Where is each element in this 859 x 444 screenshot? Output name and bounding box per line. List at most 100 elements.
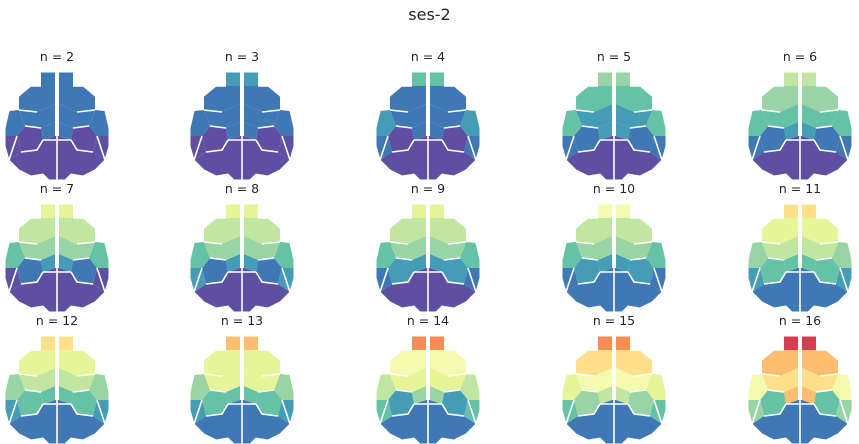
region-back	[574, 258, 654, 284]
region-ant	[598, 254, 630, 272]
region-front	[576, 350, 652, 376]
brain-map-panel: n = 8	[182, 182, 302, 313]
region-front	[19, 350, 95, 376]
brain-map-panel: n = 7	[0, 182, 117, 313]
region-front	[576, 86, 652, 112]
panel-label: n = 3	[224, 49, 260, 64]
region-olf	[226, 204, 258, 218]
region-mid	[204, 104, 280, 128]
brain-map-panel: n = 15	[554, 314, 674, 444]
region-mid	[390, 104, 466, 128]
region-olf	[412, 204, 444, 218]
region-side	[748, 242, 852, 268]
region-olf	[226, 72, 258, 86]
region-back	[17, 258, 97, 284]
region-olf	[41, 204, 73, 218]
region-olf	[784, 336, 816, 350]
brain-outline	[747, 71, 853, 181]
region-mid	[762, 368, 838, 392]
region-borders	[8, 72, 106, 180]
brain-map-panel: n = 16	[740, 314, 859, 444]
brain-map-panel: n = 10	[554, 182, 674, 313]
region-side	[190, 110, 294, 136]
region-side	[5, 242, 109, 268]
brain-map-panel: n = 13	[182, 314, 302, 444]
brain-map	[4, 203, 110, 313]
panel-label: n = 5	[596, 49, 632, 64]
region-mid	[762, 236, 838, 260]
panel-label: n = 15	[592, 313, 636, 328]
region-back	[202, 126, 282, 152]
region-borders	[751, 204, 849, 312]
brain-outline	[189, 71, 295, 181]
brain-map	[189, 71, 295, 181]
region-borders	[193, 204, 291, 312]
region-back	[202, 390, 282, 416]
region-back	[574, 390, 654, 416]
brain-map	[375, 71, 481, 181]
region-olf	[41, 72, 73, 86]
region-ant	[226, 386, 258, 404]
panel-label: n = 2	[39, 49, 75, 64]
brain-outline	[189, 203, 295, 313]
brain-map	[747, 71, 853, 181]
region-borders	[565, 204, 663, 312]
region-ant	[784, 254, 816, 272]
region-olf	[412, 336, 444, 350]
region-ant	[412, 122, 444, 140]
region-back	[760, 258, 840, 284]
brain-map	[375, 335, 481, 444]
region-ant	[784, 386, 816, 404]
panel-label: n = 16	[778, 313, 822, 328]
panel-label: n = 6	[782, 49, 818, 64]
brain-map	[747, 335, 853, 444]
brain-map	[561, 203, 667, 313]
region-front	[762, 86, 838, 112]
region-side	[190, 242, 294, 268]
brain-map-panel: n = 11	[740, 182, 859, 313]
region-front	[204, 86, 280, 112]
region-front	[19, 218, 95, 244]
panel-label: n = 9	[410, 181, 446, 196]
brain-outline	[747, 203, 853, 313]
region-side	[376, 242, 480, 268]
region-mid	[390, 236, 466, 260]
brain-map-panel: n = 9	[368, 181, 488, 313]
region-back	[388, 126, 468, 152]
region-front	[390, 350, 466, 376]
region-front	[19, 86, 95, 112]
brain-map-panel: n = 3	[182, 49, 302, 181]
brain-outline	[4, 203, 110, 313]
region-borders	[193, 72, 291, 180]
region-ant	[226, 254, 258, 272]
brain-outline	[747, 335, 853, 444]
brain-map-panel: n = 14	[368, 314, 488, 444]
region-back	[760, 126, 840, 152]
region-side	[562, 110, 666, 136]
region-front	[204, 218, 280, 244]
region-ant	[226, 122, 258, 140]
brain-map	[4, 71, 110, 181]
region-side	[5, 374, 109, 400]
region-ant	[598, 386, 630, 404]
brain-outline	[561, 335, 667, 444]
region-mid	[19, 236, 95, 260]
region-back	[202, 258, 282, 284]
region-olf	[598, 336, 630, 350]
region-borders	[379, 336, 477, 444]
region-side	[748, 374, 852, 400]
region-side	[5, 110, 109, 136]
region-ant	[784, 122, 816, 140]
panel-label: n = 4	[410, 49, 446, 64]
brain-outline	[561, 71, 667, 181]
region-borders	[751, 336, 849, 444]
region-back	[17, 390, 97, 416]
brain-outline	[4, 71, 110, 181]
region-olf	[598, 72, 630, 86]
region-back	[388, 390, 468, 416]
region-side	[190, 374, 294, 400]
region-front	[762, 218, 838, 244]
region-back	[388, 258, 468, 284]
region-side	[376, 374, 480, 400]
region-borders	[8, 204, 106, 312]
